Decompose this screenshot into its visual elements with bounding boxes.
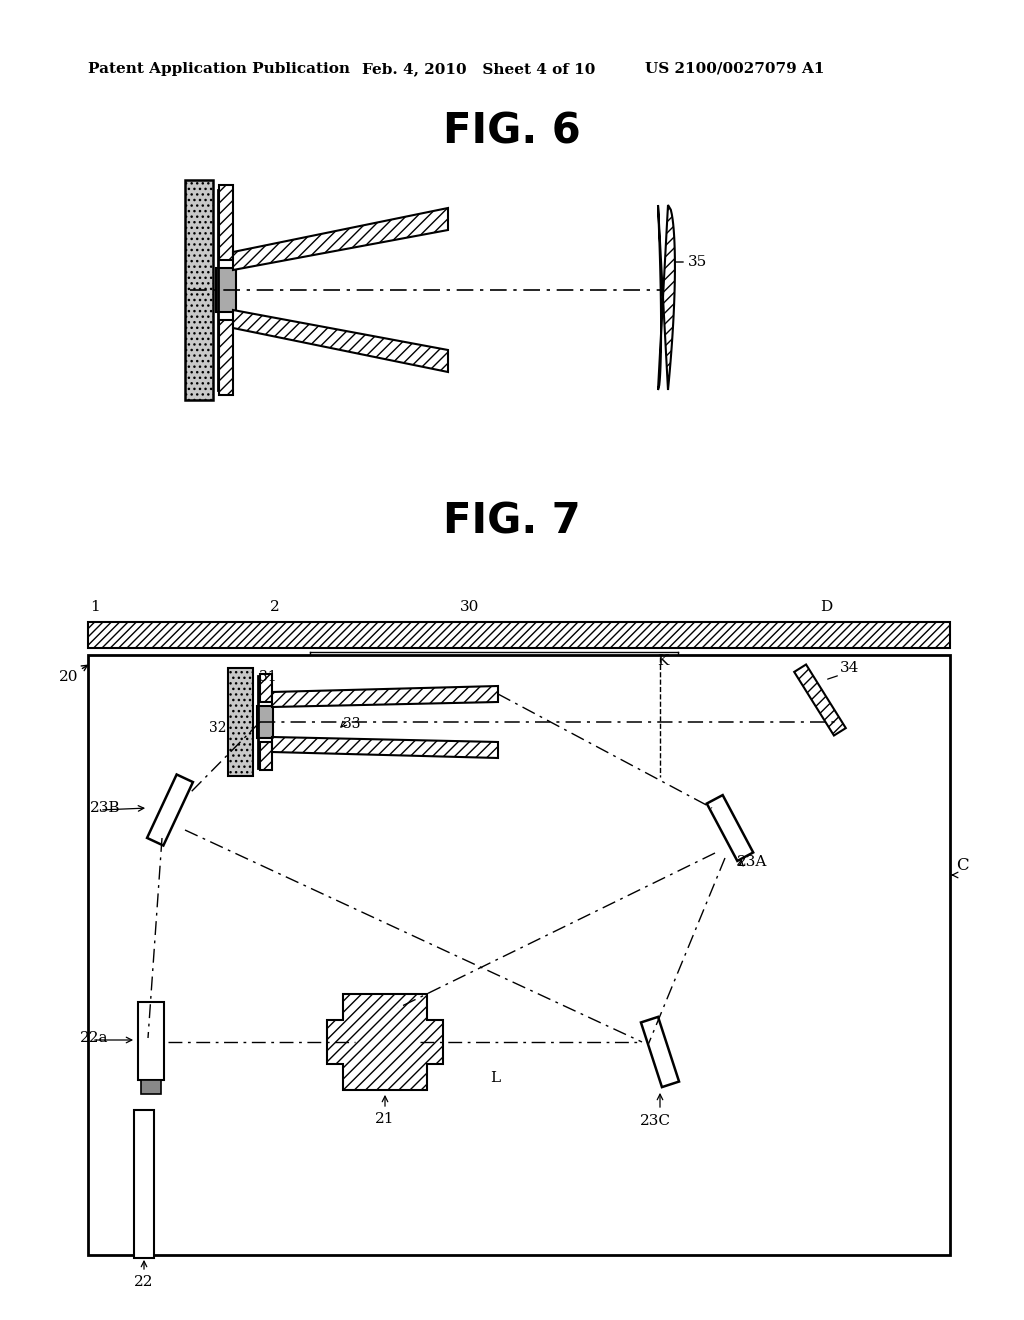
Text: 2: 2 xyxy=(270,601,280,614)
Text: Patent Application Publication: Patent Application Publication xyxy=(88,62,350,77)
Text: 30: 30 xyxy=(460,601,479,614)
Polygon shape xyxy=(327,994,443,1090)
Polygon shape xyxy=(233,310,449,372)
Polygon shape xyxy=(260,675,272,702)
Bar xyxy=(228,668,253,776)
Polygon shape xyxy=(641,1016,679,1088)
Bar xyxy=(185,180,213,400)
Text: 35: 35 xyxy=(688,255,708,269)
Bar xyxy=(88,622,950,648)
Polygon shape xyxy=(658,205,675,389)
Text: L: L xyxy=(490,1071,500,1085)
Polygon shape xyxy=(147,775,193,846)
Text: D: D xyxy=(820,601,833,614)
Polygon shape xyxy=(707,795,754,861)
Text: 33: 33 xyxy=(343,717,360,731)
Text: 23B: 23B xyxy=(90,801,121,814)
Bar xyxy=(141,1080,161,1094)
Text: 34: 34 xyxy=(840,661,859,675)
Text: Feb. 4, 2010   Sheet 4 of 10: Feb. 4, 2010 Sheet 4 of 10 xyxy=(362,62,595,77)
Bar xyxy=(88,655,950,1255)
Text: US 2100/0027079 A1: US 2100/0027079 A1 xyxy=(645,62,824,77)
Bar xyxy=(257,706,273,738)
Text: 23C: 23C xyxy=(640,1114,671,1129)
Text: 22: 22 xyxy=(134,1275,154,1290)
Bar xyxy=(134,1110,154,1258)
Polygon shape xyxy=(272,686,498,708)
Bar xyxy=(138,1002,164,1080)
Polygon shape xyxy=(219,319,233,395)
Polygon shape xyxy=(233,209,449,271)
Polygon shape xyxy=(272,737,498,758)
Text: 1: 1 xyxy=(90,601,99,614)
Text: 21: 21 xyxy=(375,1111,394,1126)
Text: 20: 20 xyxy=(58,671,78,684)
Text: 22a: 22a xyxy=(80,1031,109,1045)
Text: FIG. 7: FIG. 7 xyxy=(443,500,581,543)
Text: K: K xyxy=(657,653,669,668)
Bar xyxy=(216,268,236,312)
Text: 23A: 23A xyxy=(737,855,767,869)
Polygon shape xyxy=(260,742,272,770)
Text: 32: 32 xyxy=(209,721,226,735)
Polygon shape xyxy=(795,664,846,735)
Text: FIG. 6: FIG. 6 xyxy=(443,110,581,152)
Polygon shape xyxy=(219,185,233,260)
Text: C: C xyxy=(956,857,969,874)
Text: 31: 31 xyxy=(259,671,276,684)
